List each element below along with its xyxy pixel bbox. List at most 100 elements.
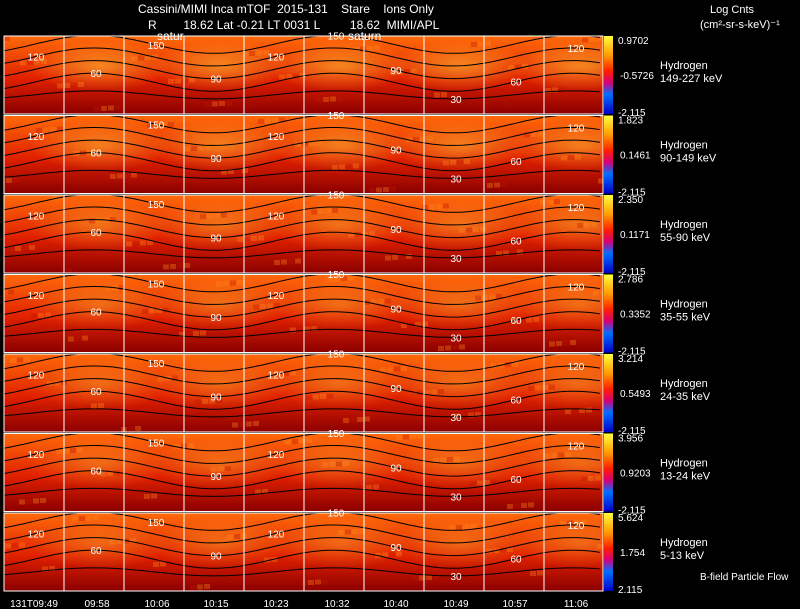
pixel-noise — [596, 36, 602, 42]
contour-label: 120 — [28, 211, 45, 222]
pixel-noise — [424, 390, 430, 395]
pixel-noise — [242, 51, 248, 57]
pixel-noise — [600, 290, 603, 295]
contour-line — [4, 524, 601, 544]
intensity-hotspot — [270, 40, 410, 92]
pixel-noise — [269, 488, 275, 494]
pixel-noise — [304, 326, 310, 332]
pixel-noise — [256, 50, 262, 56]
contour-line — [4, 90, 601, 100]
pixel-noise — [338, 530, 344, 535]
colorbar-max-label: 2.786 — [618, 275, 643, 286]
contour-label: 60 — [90, 387, 102, 398]
pixel-noise — [128, 426, 134, 432]
pixel-noise — [35, 567, 41, 572]
pixel-noise — [480, 226, 486, 232]
contour-line — [4, 274, 601, 293]
colorbar-min-label: -2.115 — [618, 506, 646, 517]
pixel-noise — [561, 155, 567, 161]
pixel-noise — [521, 503, 527, 508]
pixel-noise — [494, 182, 500, 188]
pixel-noise — [109, 539, 115, 545]
pixel-noise — [306, 395, 312, 400]
colorbar-mid-label: 0.1461 — [620, 150, 651, 161]
pixel-noise — [263, 50, 269, 55]
colorbar — [604, 354, 613, 432]
pixel-noise — [156, 308, 162, 313]
pixel-noise — [427, 136, 433, 141]
pixel-noise — [66, 268, 72, 273]
pixel-noise — [137, 494, 143, 500]
pixel-noise — [523, 571, 529, 577]
pixel-noise — [255, 489, 261, 495]
pixel-noise — [327, 277, 333, 282]
pixel-noise — [119, 285, 125, 290]
x-tick-label: 10:23 — [263, 599, 288, 609]
pixel-noise — [200, 330, 206, 336]
pixel-noise — [348, 232, 354, 238]
pixel-noise — [496, 294, 502, 299]
pixel-noise — [94, 149, 100, 155]
pixel-noise — [82, 335, 88, 341]
pixel-noise — [486, 548, 492, 554]
pixel-noise — [297, 327, 303, 332]
pixel-noise — [149, 308, 155, 314]
intensity-hotspot — [30, 40, 170, 92]
pixel-noise — [290, 370, 296, 376]
pixel-noise — [452, 345, 458, 350]
contour-label: 60 — [510, 78, 522, 89]
pixel-noise — [279, 117, 285, 123]
contour-label: 150 — [328, 190, 345, 201]
pixel-noise — [360, 46, 366, 52]
pixel-noise — [531, 132, 537, 137]
pixel-noise — [107, 471, 113, 476]
pixel-noise — [211, 467, 217, 472]
contour-line — [4, 354, 601, 372]
pixel-noise — [394, 366, 400, 372]
pixel-noise — [507, 547, 513, 552]
pixel-noise — [64, 83, 70, 88]
pixel-noise — [318, 209, 324, 214]
intensity-hotspot — [30, 438, 170, 490]
contour-line — [4, 231, 601, 251]
contour-line — [4, 408, 601, 418]
pixel-noise — [463, 524, 469, 530]
pixel-noise — [505, 362, 511, 367]
intensity-hotspot — [270, 120, 410, 172]
pixel-noise — [27, 60, 33, 65]
contour-label: 60 — [90, 467, 102, 478]
contour-line — [4, 470, 601, 490]
pixel-noise — [124, 173, 130, 178]
contour-label: 120 — [568, 203, 585, 214]
pixel-noise — [530, 571, 536, 576]
pixel-noise — [501, 182, 507, 187]
pixel-noise — [396, 551, 402, 557]
pixel-noise — [558, 452, 564, 458]
contour-label: 120 — [268, 529, 285, 540]
panel-frame — [3, 35, 604, 115]
pixel-noise — [456, 525, 462, 530]
contour-line — [4, 328, 601, 338]
pixel-noise — [579, 408, 585, 413]
pixel-noise — [184, 146, 190, 152]
pixel-noise — [387, 367, 393, 372]
pixel-noise — [309, 141, 315, 146]
pixel-noise — [429, 204, 435, 210]
pixel-noise — [412, 576, 418, 581]
pixel-noise — [218, 466, 224, 472]
contour-label: 90 — [210, 472, 222, 483]
pixel-noise — [595, 475, 601, 481]
pixel-noise — [190, 585, 196, 590]
contour-label: 120 — [28, 52, 45, 63]
pixel-noise — [512, 318, 518, 324]
colorbar-max-label: 0.9702 — [618, 36, 649, 47]
pixel-noise — [508, 65, 514, 70]
species-label: Hydrogen — [660, 140, 708, 152]
pixel-noise — [38, 313, 44, 318]
pixel-noise — [223, 281, 229, 286]
pixel-noise — [45, 312, 51, 318]
pixel-noise — [411, 68, 417, 74]
x-tick-label: 131T09:49 — [10, 599, 58, 609]
pixel-noise — [475, 295, 481, 301]
flow-direction-label: B-field Particle Flow — [700, 572, 789, 583]
